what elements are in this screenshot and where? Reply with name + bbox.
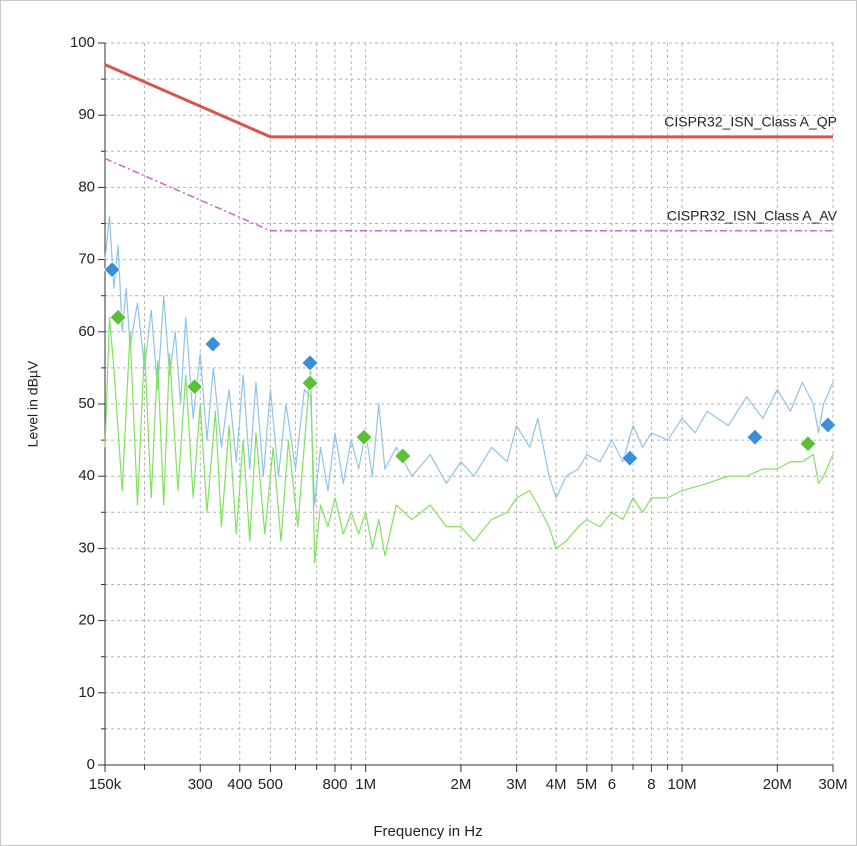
diamond-marker xyxy=(186,378,204,396)
y-tick-label: 40 xyxy=(78,467,95,484)
y-tick-label: 50 xyxy=(78,395,95,412)
limit-label: CISPR32_ISN_Class A_AV xyxy=(667,207,838,223)
diamond-marker xyxy=(204,335,222,353)
diamond-marker xyxy=(109,308,127,326)
x-tick-label: 150k xyxy=(89,776,122,793)
x-tick-label: 20M xyxy=(763,776,792,793)
y-tick-label: 30 xyxy=(78,539,95,556)
diamond-marker xyxy=(103,261,121,279)
y-tick-label: 70 xyxy=(78,251,95,268)
x-tick-label: 10M xyxy=(667,776,696,793)
x-tick-label: 500 xyxy=(258,776,283,793)
y-axis-label: Level in dBµV xyxy=(25,360,41,447)
limit-label: CISPR32_ISN_Class A_QP xyxy=(664,114,837,130)
x-tick-label: 1M xyxy=(355,776,376,793)
x-tick-label: 5M xyxy=(576,776,597,793)
diamond-marker xyxy=(355,428,373,446)
y-tick-label: 90 xyxy=(78,106,95,123)
y-tick-label: 0 xyxy=(87,756,95,773)
x-tick-label: 8 xyxy=(647,776,655,793)
diamond-marker xyxy=(301,374,319,392)
diamond-marker xyxy=(301,354,319,372)
diamond-marker xyxy=(621,449,639,467)
diamond-marker xyxy=(394,447,412,465)
y-tick-label: 10 xyxy=(78,684,95,701)
x-tick-label: 6 xyxy=(608,776,616,793)
x-tick-label: 400 xyxy=(227,776,252,793)
limit-line xyxy=(104,63,833,139)
y-tick-label: 80 xyxy=(78,178,95,195)
y-tick-label: 100 xyxy=(70,34,95,51)
x-tick-label: 300 xyxy=(188,776,213,793)
limit-line xyxy=(104,157,833,232)
y-tick-label: 20 xyxy=(78,612,95,629)
trace-line xyxy=(104,316,834,564)
y-tick-label: 60 xyxy=(78,323,95,340)
x-tick-label: 2M xyxy=(450,776,471,793)
x-axis-label: Frequency in Hz xyxy=(373,823,482,840)
diamond-marker xyxy=(819,416,837,434)
x-tick-label: 3M xyxy=(506,776,527,793)
x-tick-label: 30M xyxy=(818,776,847,793)
diamond-marker xyxy=(746,428,764,446)
trace-line xyxy=(104,215,834,506)
x-tick-label: 800 xyxy=(322,776,347,793)
diamond-marker xyxy=(799,435,817,453)
x-tick-label: 4M xyxy=(546,776,567,793)
